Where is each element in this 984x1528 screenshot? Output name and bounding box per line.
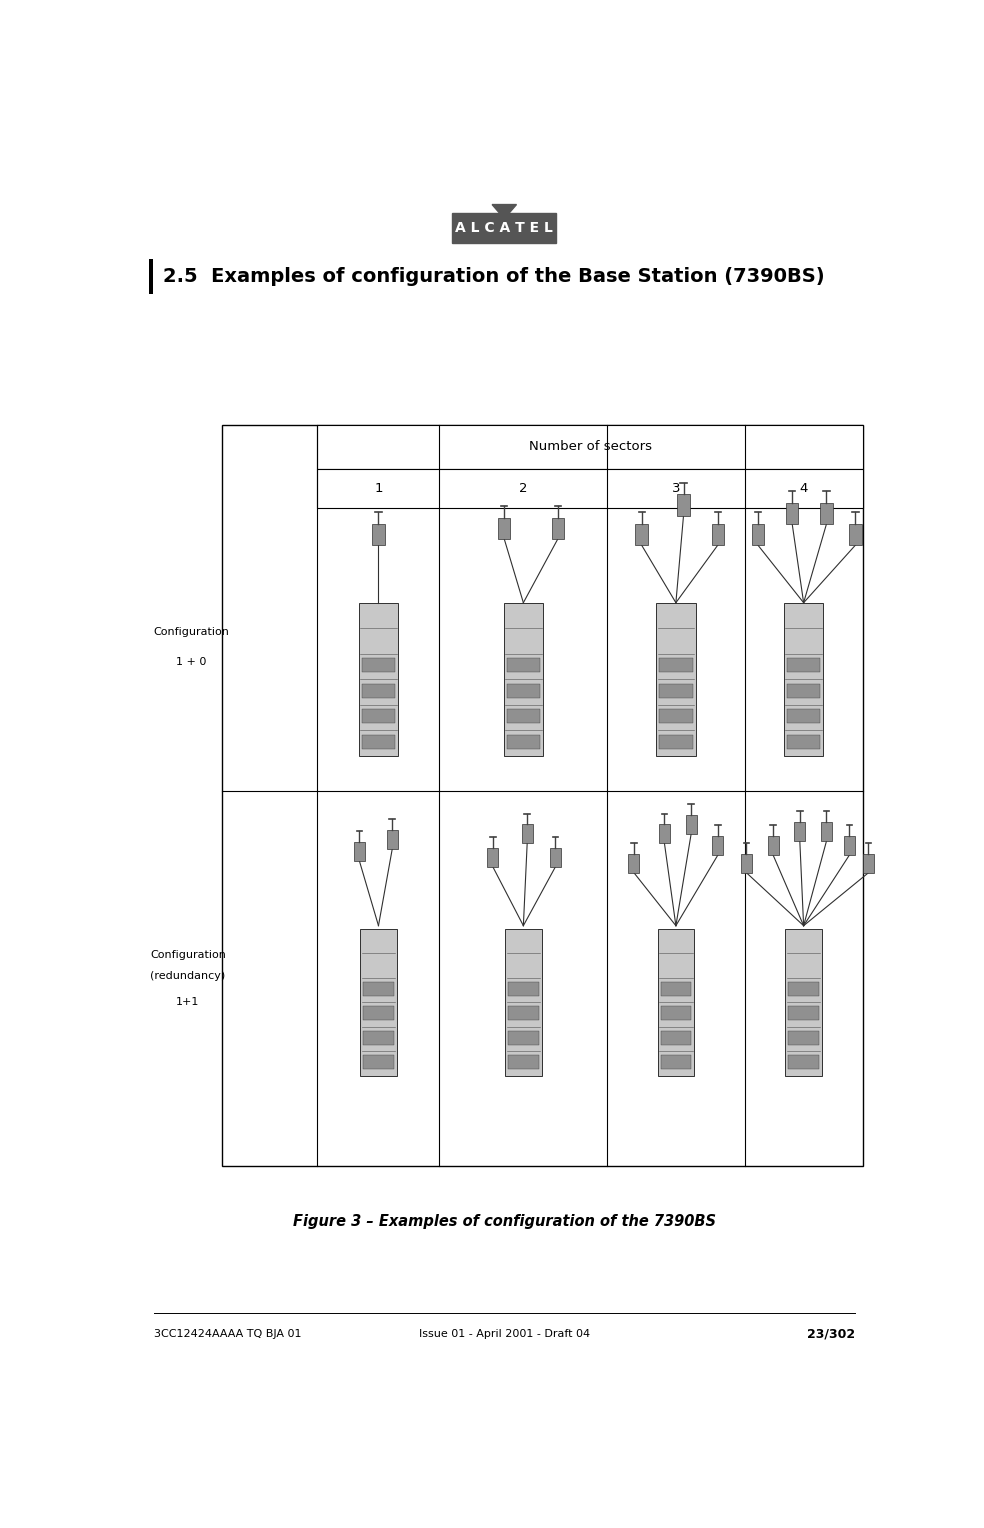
Text: 2: 2 <box>520 483 527 495</box>
Bar <box>505 929 541 1076</box>
Bar <box>660 981 691 996</box>
Bar <box>360 929 397 1076</box>
Bar <box>657 929 694 1076</box>
Text: 1+1: 1+1 <box>176 998 200 1007</box>
Bar <box>787 735 821 749</box>
Bar <box>711 524 724 545</box>
Bar <box>522 824 532 843</box>
Text: Issue 01 - April 2001 - Draft 04: Issue 01 - April 2001 - Draft 04 <box>419 1329 589 1339</box>
Bar <box>788 1056 819 1070</box>
Bar <box>821 822 832 840</box>
Bar <box>507 659 540 672</box>
Bar <box>768 836 778 856</box>
Bar <box>752 524 764 545</box>
Bar <box>504 602 543 756</box>
Bar <box>821 503 832 524</box>
Bar <box>844 836 855 856</box>
Bar <box>363 981 394 996</box>
Bar <box>550 848 561 866</box>
Bar <box>318 425 863 469</box>
Bar <box>508 981 538 996</box>
Text: Configuration: Configuration <box>154 626 229 637</box>
Text: A L C A T E L: A L C A T E L <box>456 222 553 235</box>
Bar <box>362 735 396 749</box>
Polygon shape <box>492 205 517 219</box>
Bar <box>453 212 556 243</box>
Text: 1 + 0: 1 + 0 <box>176 657 207 666</box>
Bar <box>363 1056 394 1070</box>
Bar <box>487 848 498 866</box>
Bar <box>786 503 798 524</box>
Bar <box>788 1005 819 1021</box>
Bar <box>659 683 693 698</box>
Text: 1: 1 <box>374 483 383 495</box>
Bar <box>629 854 640 872</box>
Bar <box>362 659 396 672</box>
Bar <box>794 822 805 840</box>
Bar <box>507 683 540 698</box>
Bar <box>784 602 824 756</box>
Text: (redundancy): (redundancy) <box>151 972 225 981</box>
Bar <box>149 258 153 293</box>
Bar <box>372 524 385 545</box>
Bar <box>849 524 862 545</box>
Text: 3CC12424AAAA TQ BJA 01: 3CC12424AAAA TQ BJA 01 <box>154 1329 301 1339</box>
Bar <box>785 929 822 1076</box>
Bar <box>508 1031 538 1045</box>
Bar <box>508 1056 538 1070</box>
Bar <box>741 854 752 872</box>
Bar <box>659 659 693 672</box>
Bar <box>659 709 693 723</box>
Text: 4: 4 <box>799 483 808 495</box>
Bar <box>354 842 365 860</box>
Bar <box>507 735 540 749</box>
Bar <box>659 735 693 749</box>
Text: 23/302: 23/302 <box>807 1328 855 1340</box>
Text: Figure 3 – Examples of configuration of the 7390BS: Figure 3 – Examples of configuration of … <box>293 1213 715 1229</box>
Text: 2.5  Examples of configuration of the Base Station (7390BS): 2.5 Examples of configuration of the Bas… <box>162 267 825 286</box>
Bar <box>362 709 396 723</box>
Text: Configuration: Configuration <box>150 950 225 960</box>
Bar <box>686 814 697 834</box>
Bar <box>787 709 821 723</box>
Bar <box>863 854 874 872</box>
Bar <box>362 683 396 698</box>
Bar <box>636 524 647 545</box>
Bar <box>358 602 399 756</box>
Bar <box>787 683 821 698</box>
Bar <box>318 469 863 509</box>
Bar <box>788 1031 819 1045</box>
Bar <box>387 830 398 850</box>
Bar <box>498 518 511 539</box>
Bar <box>363 1031 394 1045</box>
Bar <box>552 518 564 539</box>
Bar <box>508 1005 538 1021</box>
Text: Number of sectors: Number of sectors <box>528 440 651 454</box>
Bar <box>660 1005 691 1021</box>
Bar <box>660 1031 691 1045</box>
Bar <box>222 425 863 1166</box>
Bar <box>656 602 696 756</box>
Bar <box>660 1056 691 1070</box>
Bar <box>788 981 819 996</box>
Text: 3: 3 <box>672 483 680 495</box>
Bar <box>507 709 540 723</box>
Bar <box>712 836 723 856</box>
Bar <box>677 495 690 515</box>
Bar <box>659 824 670 843</box>
Bar <box>363 1005 394 1021</box>
Bar <box>787 659 821 672</box>
